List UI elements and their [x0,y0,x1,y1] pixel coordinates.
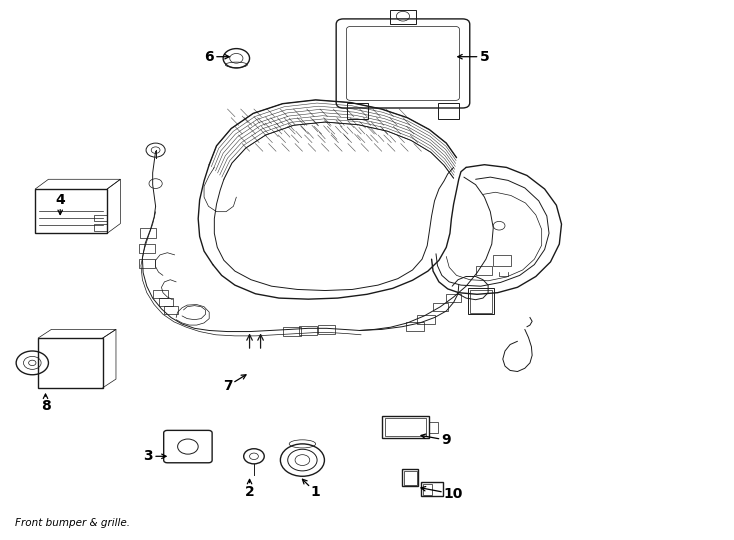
Bar [139,259,155,268]
Text: 2: 2 [244,480,255,500]
Bar [476,266,492,275]
Bar [429,422,438,433]
Bar [417,315,435,324]
Text: 3: 3 [143,449,166,463]
Bar [468,288,494,314]
Bar [470,290,492,313]
Bar [153,290,168,298]
Text: 8: 8 [40,394,51,413]
Bar [35,189,107,233]
Bar [406,322,424,331]
Bar [402,469,418,486]
Bar [159,298,173,306]
Bar [38,338,103,388]
Bar [283,327,301,336]
Bar [139,244,155,253]
Text: 6: 6 [204,50,229,64]
Bar [347,103,368,119]
Bar [423,484,432,495]
Text: 9: 9 [421,433,451,447]
Bar [404,471,417,485]
Text: 1: 1 [302,479,321,500]
Bar [318,325,335,334]
Text: 5: 5 [458,50,490,64]
Bar [299,326,317,335]
Bar [164,306,178,314]
Bar [382,416,429,438]
Text: 4: 4 [55,193,65,214]
Text: 10: 10 [421,487,463,501]
Bar [390,10,416,24]
Bar [421,482,443,496]
Bar [446,294,461,302]
Bar [438,103,459,119]
Bar [140,228,156,238]
Bar [94,215,107,221]
Bar [433,303,448,310]
Bar [385,418,426,436]
Text: Front bumper & grille.: Front bumper & grille. [15,518,130,528]
Bar [493,255,511,266]
Text: 7: 7 [222,375,246,393]
Bar [94,224,107,231]
